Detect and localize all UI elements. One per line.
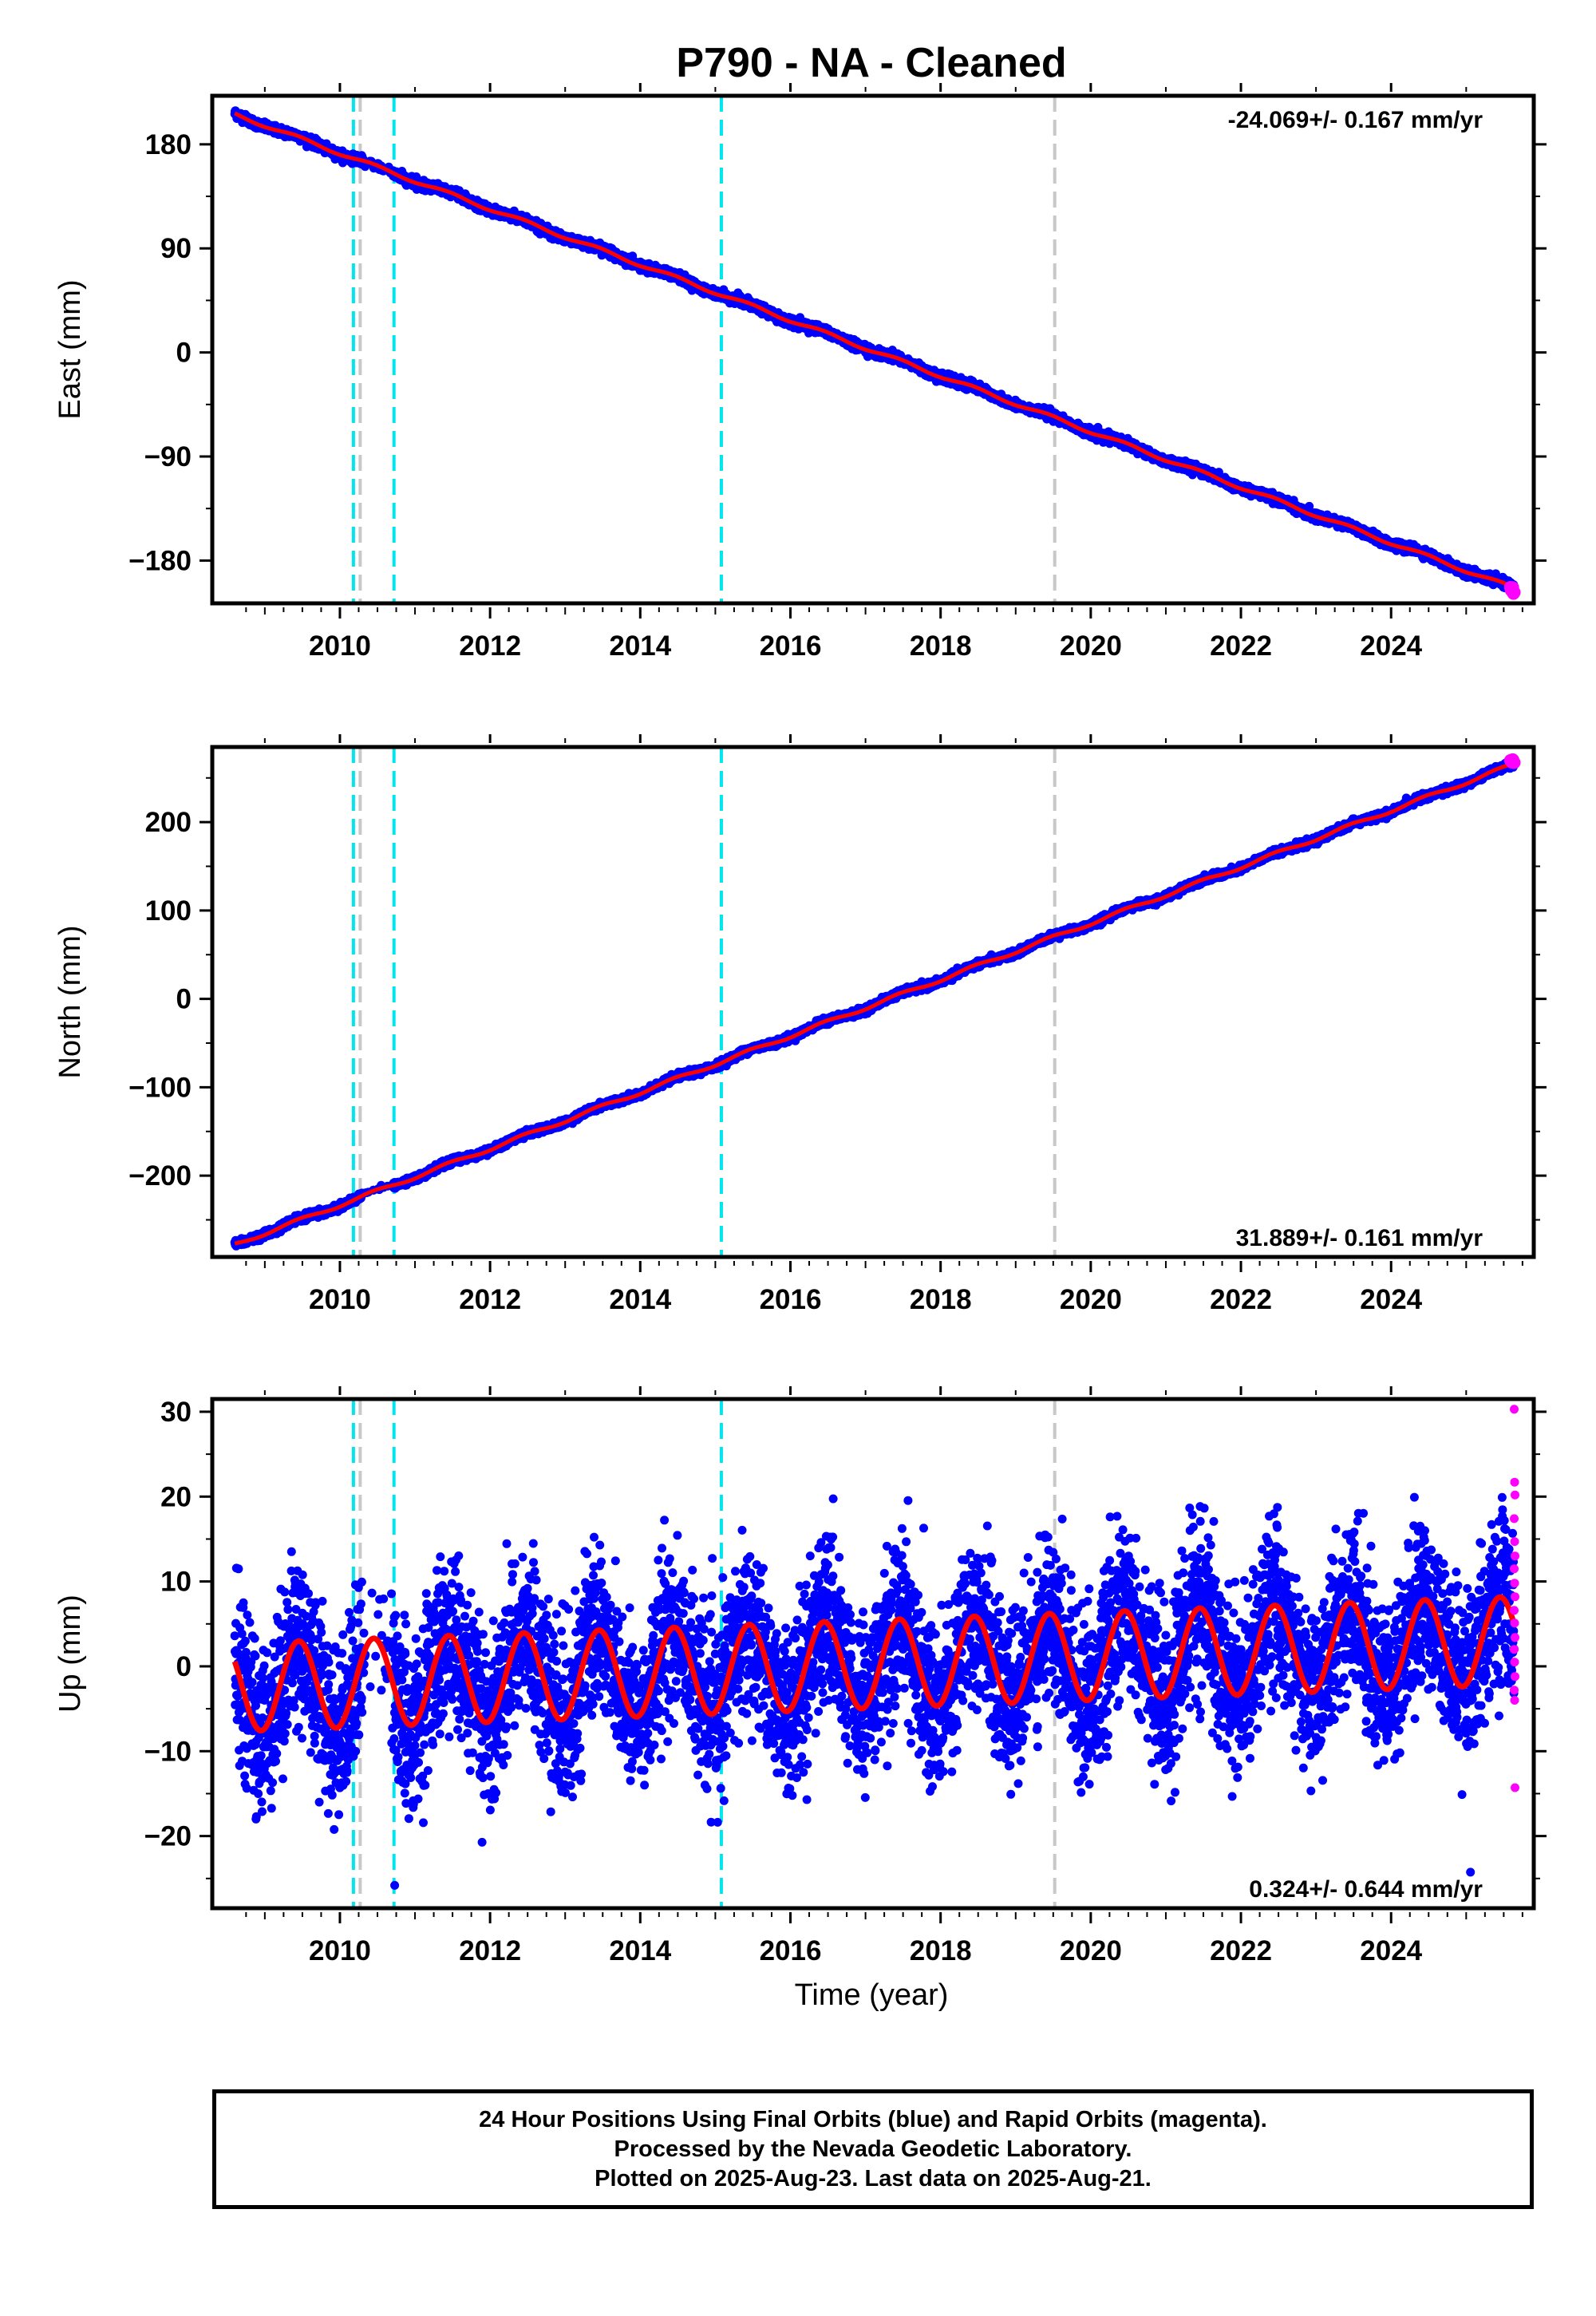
- plot-area: [230, 96, 1521, 603]
- figure-title: P790 - NA - Cleaned: [676, 40, 1066, 86]
